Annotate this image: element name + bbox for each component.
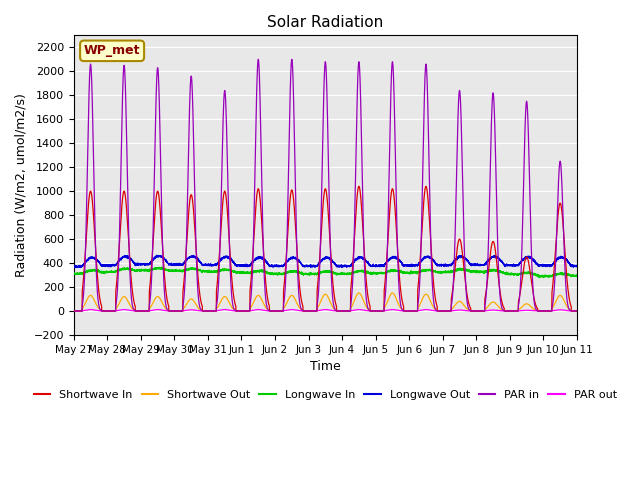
Legend: Shortwave In, Shortwave Out, Longwave In, Longwave Out, PAR in, PAR out: Shortwave In, Shortwave Out, Longwave In… bbox=[29, 385, 621, 404]
Text: WP_met: WP_met bbox=[84, 44, 140, 57]
Title: Solar Radiation: Solar Radiation bbox=[268, 15, 383, 30]
Y-axis label: Radiation (W/m2, umol/m2/s): Radiation (W/m2, umol/m2/s) bbox=[15, 93, 28, 277]
X-axis label: Time: Time bbox=[310, 360, 340, 373]
